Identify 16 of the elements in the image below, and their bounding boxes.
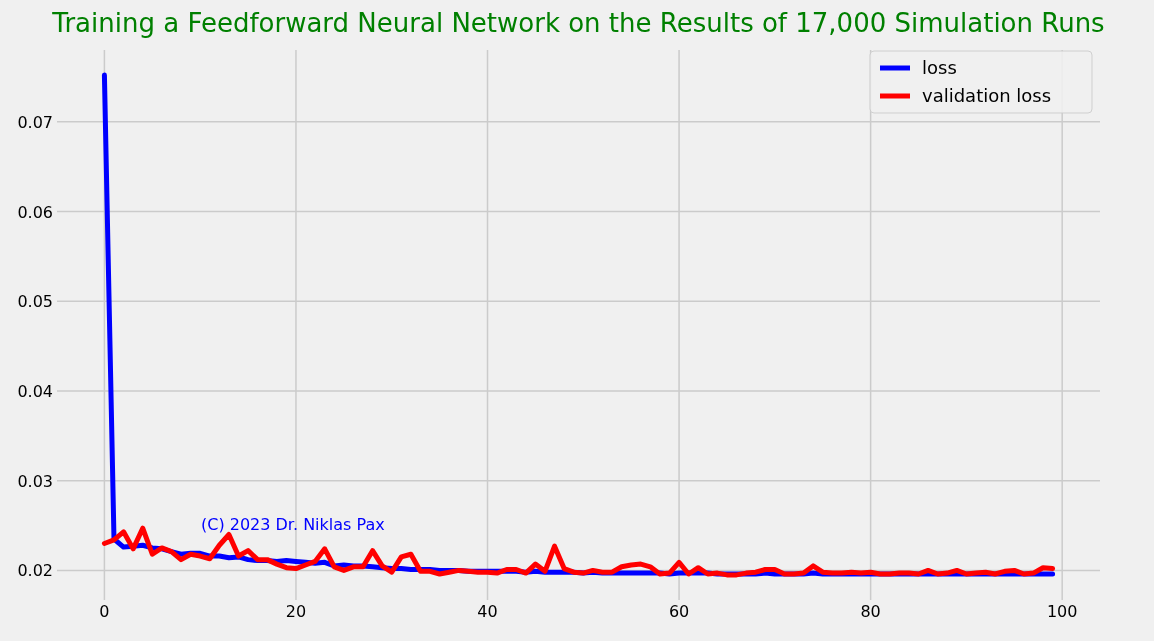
- y-tick-label: 0.07: [17, 112, 53, 132]
- x-tick-label: 80: [860, 602, 881, 621]
- x-tick-label: 0: [99, 602, 110, 621]
- annotation: (C) 2023 Dr. Niklas Pax: [201, 515, 385, 534]
- y-tick-label: 0.02: [17, 561, 53, 581]
- legend-label: validation loss: [922, 85, 1052, 106]
- y-tick-label: 0.04: [17, 381, 53, 401]
- x-tick-label: 20: [285, 602, 307, 621]
- x-tick-label: 60: [668, 602, 690, 621]
- chart-title: Training a Feedforward Neural Network on the Results of 17,000 Simulation Runs: [51, 8, 1105, 38]
- y-tick-label: 0.05: [17, 292, 53, 312]
- legend-label: loss: [922, 57, 957, 78]
- y-tick-label: 0.03: [17, 471, 53, 491]
- x-tick-label: 40: [477, 602, 498, 621]
- y-tick-label: 0.06: [17, 202, 53, 222]
- x-tick-label: 100: [1046, 602, 1078, 621]
